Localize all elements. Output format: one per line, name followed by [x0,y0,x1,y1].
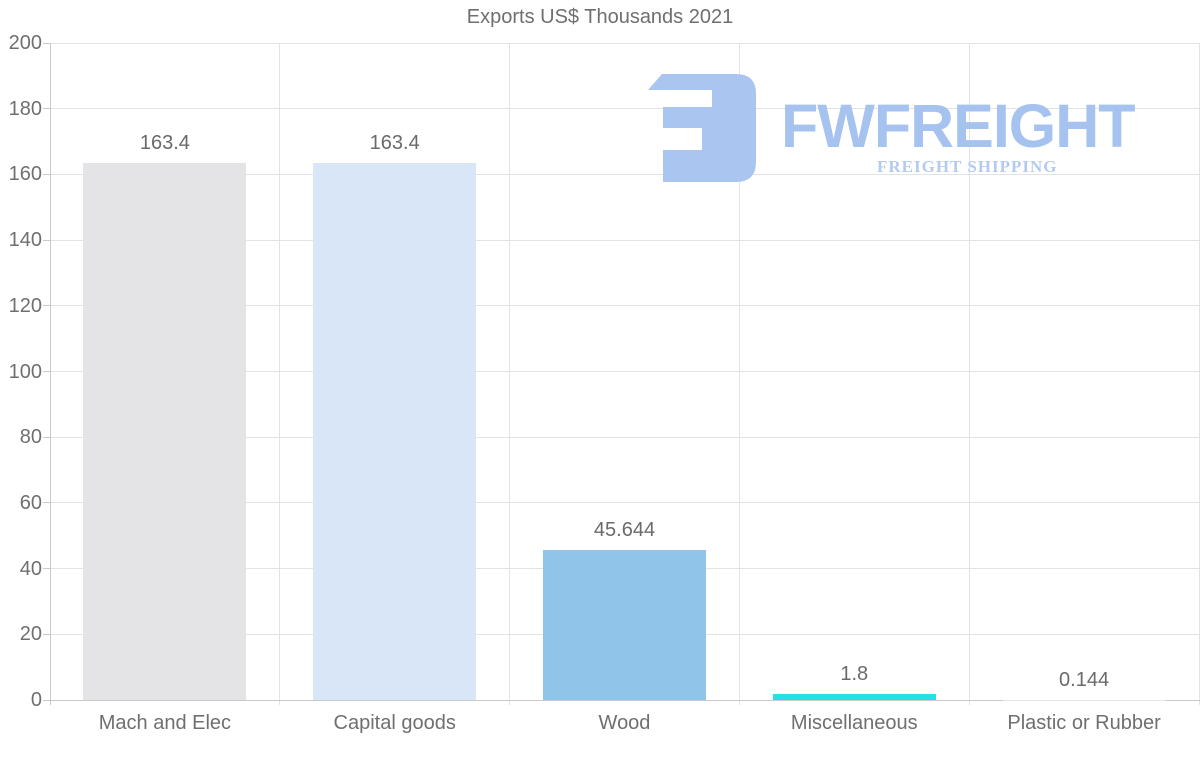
y-axis-tick [43,305,50,307]
y-tick-label: 140 [8,229,42,252]
y-axis-tick [43,239,50,241]
y-tick-label: 60 [19,491,42,514]
v-gridline [509,43,511,705]
y-tick-label: 100 [8,360,42,383]
y-axis-tick [43,502,50,504]
category-label-mach-and-elec: Mach and Elec [98,712,232,734]
y-tick-label: 200 [8,32,42,54]
bar-capital-goods [313,163,477,700]
h-gridline [50,371,1200,372]
y-axis-tick [43,108,50,110]
y-tick-label: 80 [19,426,42,449]
h-gridline [50,502,1200,504]
v-gridline [968,43,970,705]
category-label-capital-goods: Capital goods [333,712,456,734]
y-axis-tick [43,371,50,372]
value-label-plastic-or-rubber: 0.144 [1059,668,1110,691]
y-tick-label: 180 [8,97,42,120]
bar-mach-and-elec [83,163,247,700]
category-label-plastic-or-rubber: Plastic or Rubber [1007,712,1161,734]
v-gridline [738,43,740,705]
bar-miscellaneous [772,694,936,700]
h-gridline [50,42,1200,44]
y-tick-label: 0 [30,689,42,711]
y-tick-label: 40 [19,557,42,580]
value-label-miscellaneous: 1.8 [840,663,869,686]
y-axis-tick [43,568,50,570]
chart-title: Exports US$ Thousands 2021 [466,6,734,28]
category-label-wood: Wood [598,712,651,734]
y-tick-label: 160 [8,163,42,186]
value-label-capital-goods: 163.4 [369,132,420,155]
h-gridline [50,436,1200,438]
y-axis-tick [43,42,50,44]
brand-tagline: FREIGHT SHIPPING [877,157,1058,176]
x-axis-line [43,700,1200,701]
y-axis-line [50,43,51,705]
y-axis-tick [43,436,50,438]
freight-logo-icon [648,74,756,182]
bar-wood [543,550,706,700]
y-tick-label: 20 [19,623,42,646]
y-tick-label: 120 [8,294,42,317]
h-gridline [50,108,1200,110]
y-axis-tick [43,173,50,175]
h-gridline [50,239,1200,241]
category-label-miscellaneous: Miscellaneous [790,712,918,734]
v-gridline [279,43,281,705]
h-gridline [50,305,1200,307]
brand-wordmark: FWFREIGHT [781,92,1136,160]
y-axis-tick [43,633,50,635]
v-gridline [1198,43,1200,705]
value-label-wood: 45.644 [593,519,656,542]
value-label-mach-and-elec: 163.4 [139,132,190,155]
h-gridline [50,173,1200,175]
